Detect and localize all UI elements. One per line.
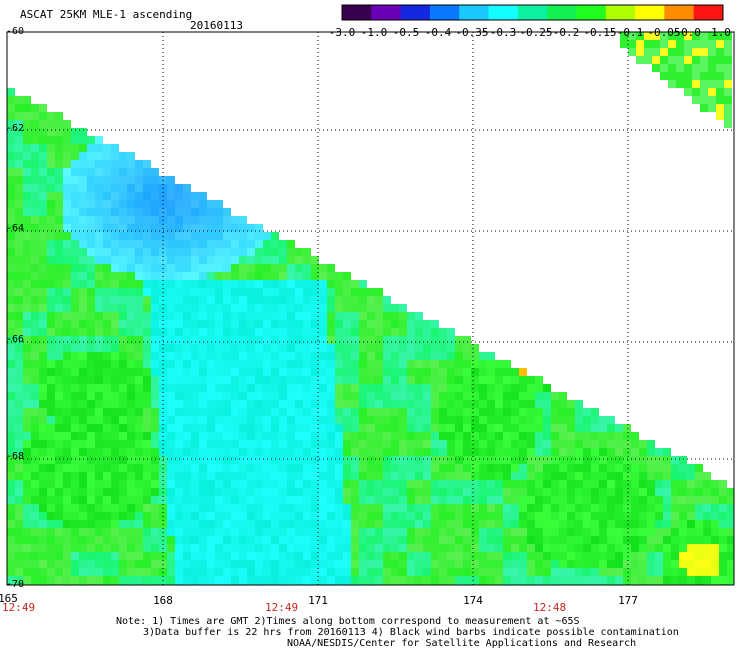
note-line-1: Note: 1) Times are GMT 2)Times along bot… [116, 616, 580, 627]
lat-label: -70 [6, 579, 25, 590]
lat-label: -62 [6, 123, 25, 134]
colorbar-label: -1.0 [360, 26, 388, 39]
data-cells [7, 32, 734, 585]
note-line-3: NOAA/NESDIS/Center for Satellite Applica… [287, 638, 637, 649]
colorbar-label: 1.0 [711, 26, 731, 39]
colorbar-swatch [517, 5, 548, 20]
lat-label: -60 [6, 26, 25, 37]
colorbar-label: -0.4 [424, 26, 452, 39]
colorbar-swatch [459, 5, 490, 20]
colorbar-swatch [429, 5, 460, 20]
lat-label: -68 [6, 451, 25, 462]
colorbar-label: -0.25 [519, 26, 553, 39]
colorbar [341, 4, 724, 21]
colorbar-swatch [342, 5, 372, 20]
product-date: 20160113 [190, 19, 243, 32]
lat-label: -66 [6, 334, 25, 345]
colorbar-swatch [605, 5, 636, 20]
lon-label: 168 [153, 594, 173, 607]
colorbar-label: -0.3 [489, 26, 517, 39]
time-label: 12:48 [533, 601, 567, 614]
colorbar-label: 0.0 [681, 26, 701, 39]
colorbar-label: -0.35 [455, 26, 489, 39]
lon-label: 174 [463, 594, 483, 607]
colorbar-label: -0.1 [616, 26, 644, 39]
colorbar-label: -0.2 [552, 26, 580, 39]
plot-frame [6, 31, 735, 586]
colorbar-swatch [635, 5, 665, 20]
lat-label: -64 [6, 223, 25, 234]
colorbar-label: -3.0 [328, 26, 356, 39]
colorbar-swatch [547, 5, 577, 20]
lon-label: 177 [618, 594, 638, 607]
colorbar-frame [341, 4, 724, 21]
colorbar-swatch [371, 5, 402, 20]
gridlines [7, 32, 734, 585]
product-title: ASCAT 25KM MLE-1 ascending [20, 8, 193, 21]
lon-label: 171 [308, 594, 328, 607]
colorbar-label: -0.05 [647, 26, 681, 39]
time-label: 12:49 [265, 601, 299, 614]
colorbar-boxes [341, 4, 724, 21]
time-label: 12:49 [2, 601, 36, 614]
colorbar-swatch [693, 5, 724, 20]
colorbar-swatch [400, 5, 431, 20]
colorbar-label: -0.15 [583, 26, 617, 39]
colorbar-label: -0.5 [392, 26, 420, 39]
colorbar-swatch [576, 5, 607, 20]
colorbar-swatch [488, 5, 519, 20]
colorbar-swatch [664, 5, 695, 20]
lon-label: 165 [0, 592, 18, 605]
note-line-2: 3)Data buffer is 22 hrs from 20160113 4)… [143, 627, 679, 638]
